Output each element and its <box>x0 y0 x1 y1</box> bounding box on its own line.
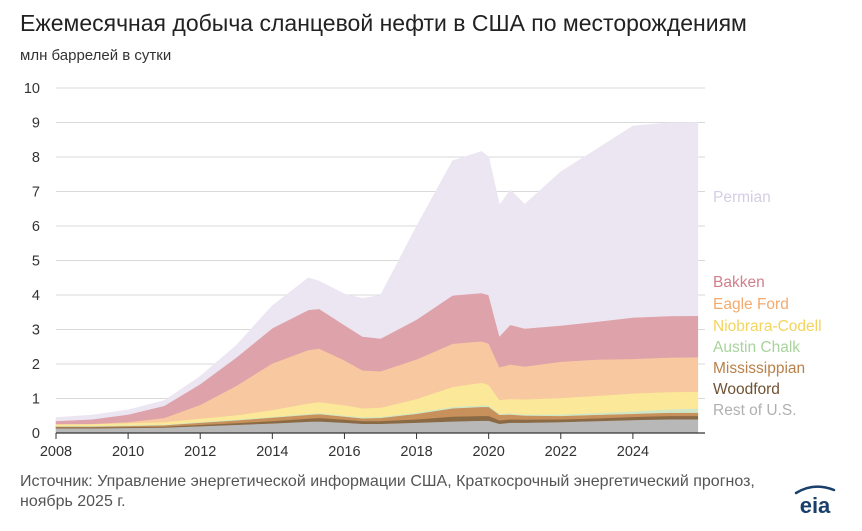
y-tick-label-2: 2 <box>32 357 40 373</box>
legend: Permian Bakken Eagle Ford Niobrara-Codell Au… <box>713 189 822 419</box>
x-tick-label-2024: 2024 <box>617 444 649 460</box>
area-permian <box>55 122 699 422</box>
y-tick-label-4: 4 <box>32 288 40 304</box>
y-tick-label-6: 6 <box>32 219 40 235</box>
legend-eagle-ford: Eagle Ford <box>713 296 789 313</box>
legend-bakken: Bakken <box>713 274 765 291</box>
x-tick-label-2010: 2010 <box>112 444 144 460</box>
y-tick-label-8: 8 <box>32 150 40 166</box>
legend-permian: Permian <box>713 189 771 206</box>
y-tick-label-0: 0 <box>32 426 40 442</box>
source-note: Источник: Управление энергетической инфо… <box>20 473 755 510</box>
x-tick-label-2022: 2022 <box>545 444 577 460</box>
y-tick-label-5: 5 <box>32 254 40 270</box>
y-tick-label-1: 1 <box>32 392 40 408</box>
legend-niobrara-codell: Niobrara-Codell <box>713 318 822 335</box>
x-tick-label-2016: 2016 <box>328 444 360 460</box>
x-tick-label-2014: 2014 <box>256 444 288 460</box>
y-tick-label-9: 9 <box>32 116 40 132</box>
eia-logo-text: eia <box>800 493 831 516</box>
axes: 0 1 2 3 4 5 6 7 8 9 10 2008 2010 2012 2014 2016 2018 2020… <box>24 81 705 460</box>
legend-rest-of-u-s: Rest of U.S. <box>713 402 797 419</box>
eia-logo: eia <box>794 485 836 516</box>
legend-austin-chalk: Austin Chalk <box>713 339 800 356</box>
y-tick-label-7: 7 <box>32 185 40 201</box>
x-tick-label-2008: 2008 <box>40 444 72 460</box>
stacked-areas <box>55 122 699 434</box>
x-tick-label-2020: 2020 <box>473 444 505 460</box>
legend-mississippian: Mississippian <box>713 360 805 377</box>
y-tick-label-3: 3 <box>32 323 40 339</box>
x-tick-label-2018: 2018 <box>400 444 432 460</box>
x-tick-label-2012: 2012 <box>184 444 216 460</box>
y-tick-label-10: 10 <box>24 81 40 97</box>
chart-title: Ежемесячная добыча сланцевой нефти в США… <box>20 10 747 36</box>
legend-woodford: Woodford <box>713 381 780 398</box>
y-axis-unit-label: млн баррелей в сутки <box>20 47 172 64</box>
